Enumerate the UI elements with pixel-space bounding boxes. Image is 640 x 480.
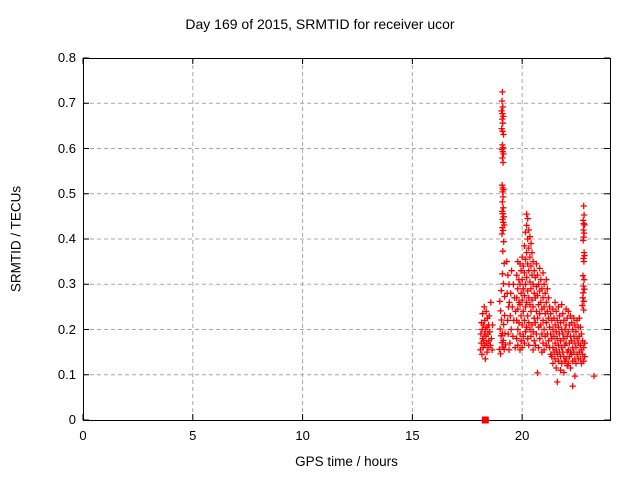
y-tick-label: 0.1 xyxy=(57,366,76,382)
y-tick-label: 0.8 xyxy=(57,50,76,65)
chart-title: Day 169 of 2015, SRMTID for receiver uco… xyxy=(185,16,455,32)
plot-border xyxy=(83,58,611,421)
y-tick-label: 0.4 xyxy=(57,231,76,246)
y-tick-label: 0.5 xyxy=(57,185,76,201)
x-tick-label: 20 xyxy=(514,428,530,443)
y-tick-label: 0.2 xyxy=(57,321,76,337)
y-tick-label: 0 xyxy=(68,412,76,427)
data-points-axis-marker xyxy=(481,416,489,424)
y-tick-label: 0.6 xyxy=(57,140,76,156)
x-tick-label: 0 xyxy=(79,428,87,443)
x-tick-label: 5 xyxy=(189,428,197,443)
y-tick-label: 0.7 xyxy=(57,95,76,111)
y-tick-label: 0.3 xyxy=(57,276,76,292)
x-axis-label: GPS time / hours xyxy=(295,454,398,469)
data-points-srmtid xyxy=(477,88,598,390)
grid-lines xyxy=(83,58,610,420)
x-tick-label: 15 xyxy=(405,428,420,443)
x-tick-label: 10 xyxy=(295,428,310,443)
